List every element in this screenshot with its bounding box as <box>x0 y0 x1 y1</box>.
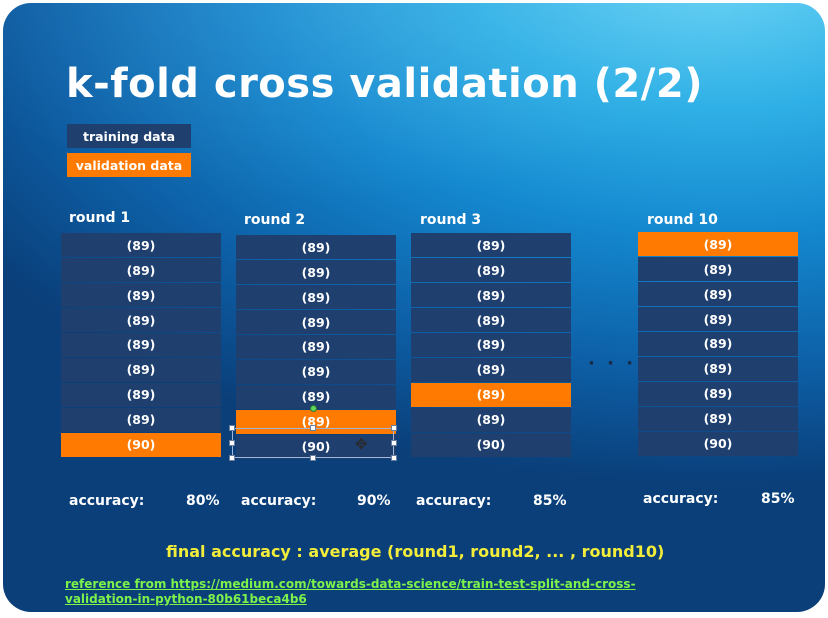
training-fold-cell[interactable]: (89) <box>411 233 571 258</box>
training-fold-cell[interactable]: (89) <box>411 257 571 283</box>
training-fold-cell[interactable]: (89) <box>236 309 396 335</box>
training-fold-cell[interactable]: (89) <box>638 406 798 431</box>
legend-training-data[interactable]: training data <box>67 124 191 148</box>
validation-fold-cell[interactable]: (90) <box>61 432 221 457</box>
training-fold-cell[interactable]: (89) <box>411 282 571 308</box>
round-3-label[interactable]: round 3 <box>420 212 482 228</box>
training-fold-cell[interactable]: (89) <box>236 334 396 360</box>
training-fold-cell[interactable]: (89) <box>638 281 798 307</box>
training-fold-cell[interactable]: (89) <box>61 407 221 432</box>
resize-handle-bottom[interactable] <box>310 455 316 461</box>
round-10-label[interactable]: round 10 <box>647 212 718 228</box>
round-2-accuracy-value[interactable]: 90% <box>357 493 391 509</box>
training-fold-cell[interactable]: (89) <box>411 307 571 333</box>
round-2-accuracy-label[interactable]: accuracy: <box>241 493 317 509</box>
round-1-fold-column[interactable]: (89) (89) (89) (89) (89) (89) (89) (89) (90) <box>61 233 221 458</box>
training-fold-cell[interactable]: (89) <box>61 382 221 407</box>
resize-handle-top-right[interactable] <box>391 425 397 431</box>
training-fold-cell[interactable]: (89) <box>236 235 396 260</box>
training-fold-cell[interactable]: (89) <box>236 259 396 285</box>
round-1-accuracy-value[interactable]: 80% <box>186 493 220 509</box>
round-3-accuracy-label[interactable]: accuracy: <box>416 493 492 509</box>
training-fold-cell[interactable]: (89) <box>236 284 396 310</box>
training-fold-cell[interactable]: (89) <box>411 357 571 383</box>
training-fold-cell[interactable]: (90) <box>236 434 396 459</box>
move-cursor-icon: ✥ <box>355 435 368 453</box>
training-fold-cell[interactable]: (89) <box>638 306 798 332</box>
resize-handle-left[interactable] <box>229 440 235 446</box>
round-10-accuracy-value[interactable]: 85% <box>761 491 795 507</box>
reference-link[interactable]: reference from https://medium.com/toward… <box>65 577 636 606</box>
training-fold-cell[interactable]: (89) <box>61 282 221 308</box>
training-fold-cell[interactable]: (89) <box>61 357 221 383</box>
resize-handle-bottom-right[interactable] <box>391 455 397 461</box>
training-fold-cell[interactable]: (89) <box>638 331 798 357</box>
round-2-label[interactable]: round 2 <box>244 212 306 228</box>
round-2-fold-column[interactable]: (89) (89) (89) (89) (89) (89) (89) (89) (90) <box>236 235 396 460</box>
resize-handle-top[interactable] <box>310 425 316 431</box>
training-fold-cell[interactable]: (89) <box>638 356 798 382</box>
resize-handle-top-left[interactable] <box>229 425 235 431</box>
final-accuracy-text[interactable]: final accuracy : average (round1, round2… <box>166 542 665 561</box>
training-fold-cell[interactable]: (89) <box>61 233 221 258</box>
round-3-fold-column[interactable]: (89) (89) (89) (89) (89) (89) (89) (89) (90) <box>411 233 571 458</box>
training-fold-cell[interactable]: (90) <box>411 432 571 457</box>
training-fold-cell[interactable]: (89) <box>61 307 221 333</box>
resize-handle-right[interactable] <box>391 440 397 446</box>
legend-validation-data[interactable]: validation data <box>67 153 191 177</box>
training-fold-cell[interactable]: (89) <box>638 256 798 282</box>
training-fold-cell[interactable]: (89) <box>61 257 221 283</box>
more-rounds-ellipsis: · · · <box>588 353 637 374</box>
validation-fold-cell[interactable]: (89) <box>411 382 571 407</box>
slide: k-fold cross validation (2/2) training d… <box>3 3 825 612</box>
slide-title[interactable]: k-fold cross validation (2/2) <box>66 61 703 107</box>
training-fold-cell[interactable]: (89) <box>236 384 396 409</box>
training-fold-cell[interactable]: (89) <box>61 332 221 358</box>
round-10-fold-column[interactable]: (89) (89) (89) (89) (89) (89) (89) (89) (90) <box>638 232 798 457</box>
resize-handle-bottom-left[interactable] <box>229 455 235 461</box>
training-fold-cell[interactable]: (89) <box>236 359 396 385</box>
round-1-accuracy-label[interactable]: accuracy: <box>69 493 145 509</box>
training-fold-cell[interactable]: (89) <box>411 407 571 432</box>
validation-fold-cell[interactable]: (89) <box>236 409 396 434</box>
validation-fold-cell[interactable]: (89) <box>638 232 798 257</box>
training-fold-cell[interactable]: (89) <box>411 332 571 358</box>
training-fold-cell[interactable]: (89) <box>638 381 798 406</box>
rotate-handle-icon[interactable] <box>310 405 317 412</box>
training-fold-cell[interactable]: (90) <box>638 431 798 456</box>
round-10-accuracy-label[interactable]: accuracy: <box>643 491 719 507</box>
round-1-label[interactable]: round 1 <box>69 210 131 226</box>
round-3-accuracy-value[interactable]: 85% <box>533 493 567 509</box>
